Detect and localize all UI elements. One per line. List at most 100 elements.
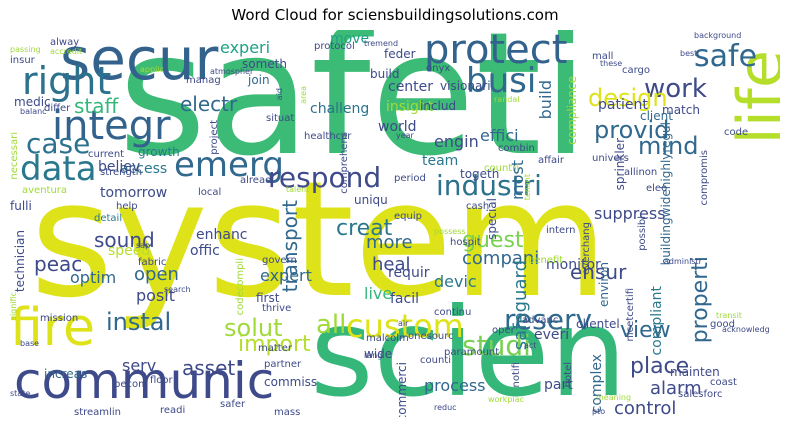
word-solut: solut	[224, 314, 283, 342]
word-necessari: necessari	[10, 132, 20, 180]
word-notifi: notifi	[511, 362, 522, 388]
word-atmospher: atmospher	[210, 67, 254, 76]
word-build: build	[536, 80, 555, 120]
word-talent: talent	[286, 185, 310, 194]
word-aid: aid	[275, 88, 284, 101]
word-eleo: eleo	[646, 183, 668, 194]
word-cash: cash	[466, 201, 490, 212]
word-someth: someth	[242, 57, 287, 71]
word-search: search	[164, 285, 191, 294]
word-hospit: hospit	[450, 237, 481, 248]
word-growth: growth	[138, 145, 180, 159]
word-rang: rang	[364, 351, 383, 360]
word-reserv: reserv	[504, 303, 593, 336]
word-safer: safer	[220, 399, 246, 410]
word-tomorrow: tomorrow	[100, 185, 168, 201]
word-alway: alway	[50, 37, 80, 48]
word-accredit: accredit	[50, 47, 83, 56]
word-integr: integr	[52, 103, 171, 149]
word-commiss: commiss	[264, 375, 318, 389]
word-detail: detail	[94, 213, 123, 224]
word-technician: technician	[13, 230, 27, 293]
word-move: move	[330, 31, 370, 47]
word-monitor: monitor	[546, 257, 601, 273]
word-oper: oper	[492, 325, 515, 336]
word-instal: instal	[106, 308, 172, 336]
word-advanc: advanc	[522, 315, 559, 326]
word-creat: creat	[336, 216, 393, 241]
word-commerci: commerci	[395, 362, 409, 417]
word-code: code	[724, 127, 749, 138]
word-transit: transit	[716, 311, 742, 320]
word-team: team	[422, 153, 459, 169]
word-tenant: tenant	[523, 174, 532, 201]
word-alreadi: alreadi	[240, 175, 275, 186]
word-join: join	[248, 73, 270, 87]
word-current: current	[88, 149, 125, 160]
word-believ: believ	[98, 159, 141, 175]
word-facil: facil	[390, 291, 419, 307]
word-equip: equip	[394, 211, 422, 222]
word-help: help	[116, 201, 138, 212]
word-medic: medic	[14, 95, 51, 109]
word-codecompli: codecompli	[235, 258, 246, 316]
word-possibl: possibl	[637, 216, 648, 251]
word-design: design	[588, 84, 668, 112]
word-sound: sound	[94, 228, 155, 252]
word-part: part	[544, 377, 573, 393]
word-work: work	[644, 74, 707, 104]
word-communic: communic	[14, 352, 275, 410]
word-scien: scien	[310, 282, 627, 417]
word-engin: engin	[434, 132, 479, 151]
word-compliant: compliant	[649, 286, 665, 356]
word-administr: administr	[664, 257, 702, 266]
word-fabric: fabric	[138, 257, 167, 268]
word-requir: requir	[388, 265, 430, 281]
word-busi: busi	[466, 61, 537, 101]
word-pto: pto	[592, 407, 606, 416]
word-compromis: compromis	[699, 150, 710, 206]
word-offic: offic	[190, 243, 220, 259]
word-everi: everi	[534, 327, 570, 343]
word-emerg: emerg	[174, 145, 284, 185]
word-air: air	[398, 319, 409, 328]
chart-title: Word Cloud for sciensbuildingsolutions.c…	[231, 6, 559, 24]
word-clientel: clientel	[576, 317, 620, 331]
word-meaning: meaning	[596, 393, 632, 402]
word-speed: speed	[108, 243, 151, 259]
word-applic: applic	[140, 65, 164, 74]
word-area: area	[299, 86, 308, 104]
word-aventura: aventura	[22, 185, 68, 196]
word-client: client	[640, 109, 673, 123]
word-background: background	[694, 31, 742, 40]
word-manag: manag	[186, 75, 221, 86]
word-increas: increas	[44, 367, 88, 381]
word-benefit: benefit	[528, 255, 564, 266]
word-partner: partner	[264, 359, 302, 370]
word-comprehens: comprehens	[339, 132, 350, 194]
word-readi: readi	[160, 405, 186, 416]
word-insight: insight	[386, 99, 434, 115]
word-more: more	[366, 232, 413, 253]
word-strength: strength	[100, 167, 143, 178]
word-electr: electr	[180, 92, 238, 116]
word-good: good	[710, 319, 735, 330]
word-mall: mall	[592, 51, 614, 62]
word-industri: industri	[436, 169, 542, 202]
word-ensur: ensur	[570, 260, 627, 284]
word-case: case	[26, 127, 91, 160]
word-matter: matter	[258, 343, 292, 354]
word-counti: counti	[420, 355, 451, 366]
word-feder: feder	[384, 47, 416, 61]
word-passing: passing	[10, 45, 41, 54]
word-expert: expert	[260, 266, 312, 285]
word-patient: patient	[598, 97, 648, 113]
word-intern: intern	[546, 225, 576, 236]
word-fire: fire	[10, 298, 95, 358]
word-experi: experi	[220, 38, 271, 57]
word-asset: asset	[182, 356, 236, 380]
word-nicetcertifi: nicetcertifi	[625, 288, 636, 342]
word-streamlin: streamlin	[74, 407, 121, 418]
word-system: system	[30, 146, 609, 333]
word-enhanc: enhanc	[196, 227, 248, 243]
